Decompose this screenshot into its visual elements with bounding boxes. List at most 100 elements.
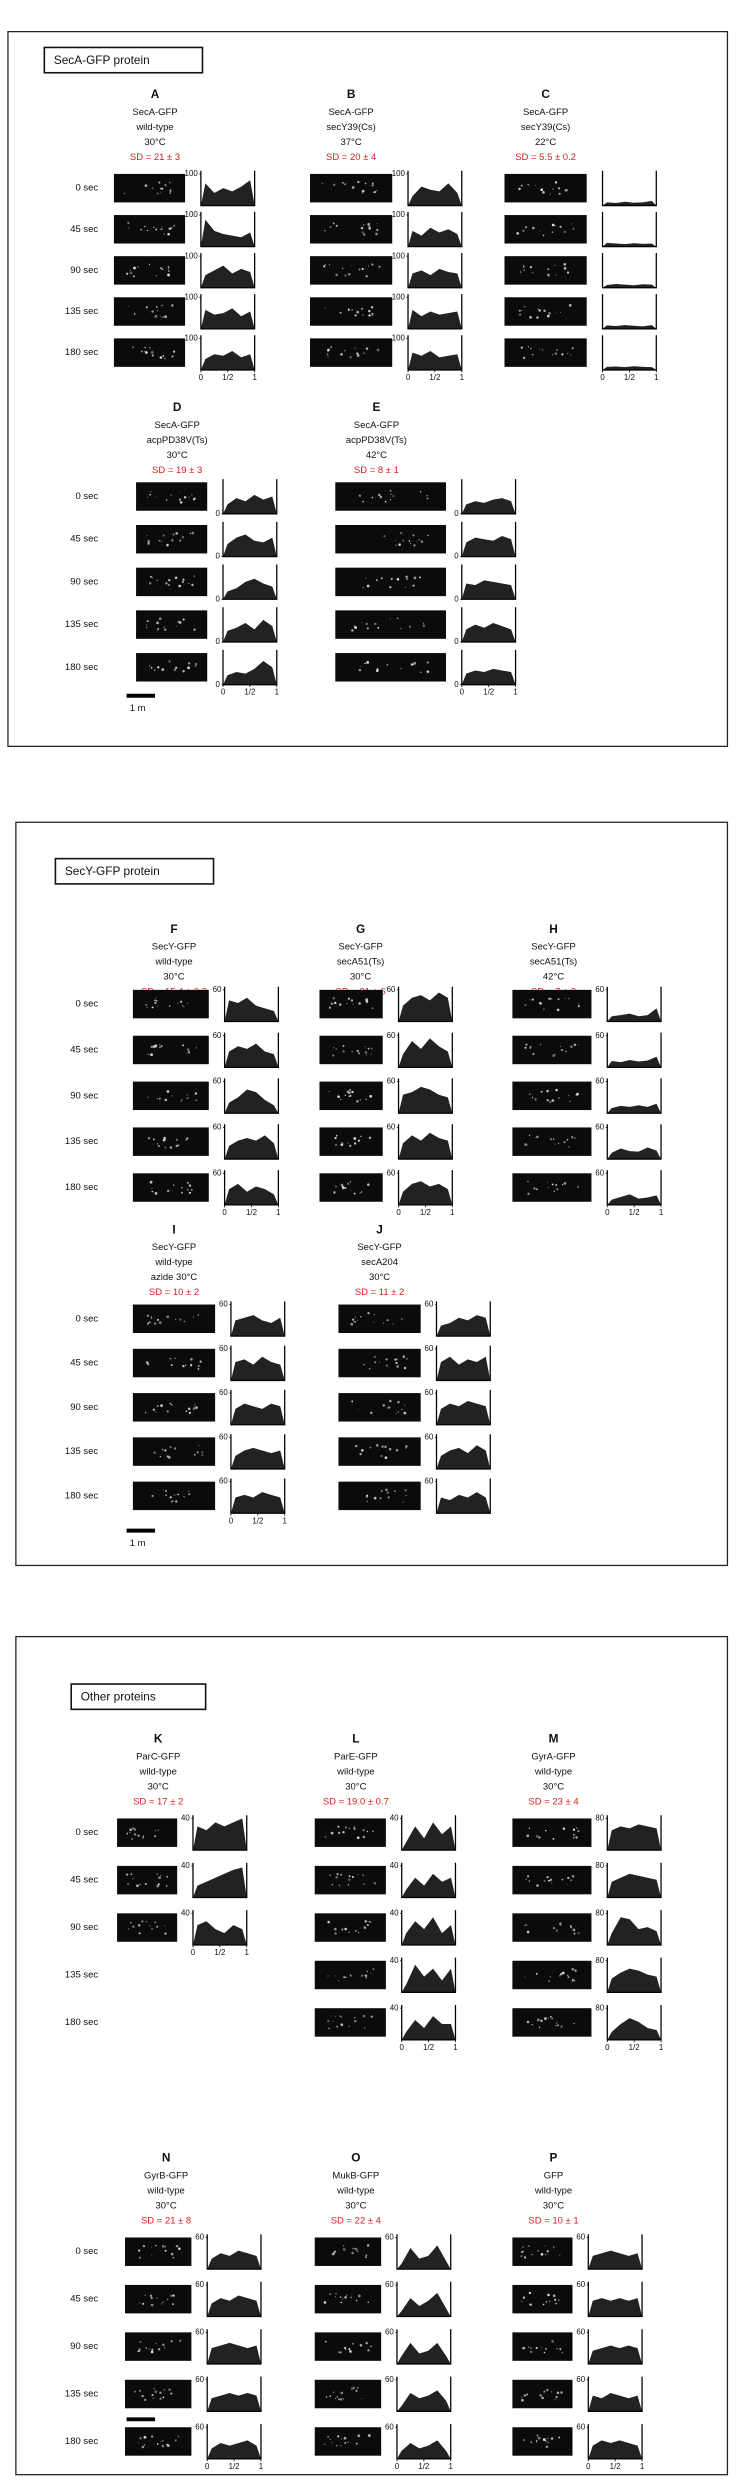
panel-sd: SD = 21 ± 8 [141, 2215, 191, 2226]
speckle [400, 628, 402, 630]
speckle [145, 1920, 148, 1923]
speckle [165, 185, 167, 187]
panel-sd: SD = 5.5 ± 0.2 [515, 152, 576, 163]
speckle [340, 2016, 342, 2018]
panel-label: ParC-GFP [136, 1751, 180, 1762]
speckle [356, 352, 359, 355]
speckle [552, 1138, 555, 1140]
micrograph [309, 338, 393, 367]
speckle [573, 1043, 577, 1047]
x-tick-label: 1 [276, 1208, 280, 1217]
speckle [164, 315, 167, 319]
panel-label: wild-type [154, 1257, 192, 1268]
speckle [355, 2248, 358, 2251]
speckle [352, 1003, 354, 1005]
speckle [142, 2244, 146, 2248]
speckle [365, 1977, 368, 1979]
speckle [176, 1494, 178, 1496]
speckle [412, 534, 415, 537]
speckle [361, 192, 363, 194]
speckle [333, 1927, 337, 1931]
section-title-box [70, 1683, 207, 1711]
speckle [427, 534, 429, 537]
panel-label: 30°C [369, 1272, 390, 1283]
y-tick-label: 100 [392, 251, 406, 260]
y-tick-label: 60 [219, 1300, 228, 1309]
y-tick-label: 60 [387, 1123, 396, 1132]
speckle [548, 1980, 550, 1982]
speckle [545, 2437, 548, 2439]
histogram-frame [435, 1478, 491, 1514]
micrograph [113, 297, 186, 326]
speckle [555, 1088, 558, 1092]
micrograph [512, 2008, 592, 2037]
speckle [548, 1100, 552, 1104]
histogram [461, 580, 516, 600]
speckle [161, 2301, 164, 2303]
y-tick-label: 60 [219, 1432, 228, 1441]
histogram-frame [401, 1862, 457, 1899]
speckle [556, 348, 559, 351]
speckle [547, 268, 550, 271]
speckle [406, 578, 408, 580]
micrograph [314, 1913, 386, 1942]
speckle [373, 191, 375, 194]
speckle [554, 1053, 556, 1056]
speckle [339, 311, 342, 314]
panel-sd: SD = 23 ± 4 [528, 1796, 578, 1807]
speckle [151, 1928, 153, 1930]
speckle [132, 346, 134, 349]
speckle [197, 1367, 200, 1370]
speckle [191, 531, 195, 535]
speckle [363, 352, 365, 354]
speckle [572, 1828, 576, 1831]
speckle [340, 2438, 343, 2440]
speckle [336, 2025, 339, 2028]
time-label: 180 sec [65, 1490, 98, 1501]
speckle [350, 2296, 353, 2299]
speckle [394, 539, 396, 541]
speckle [557, 2024, 560, 2027]
speckle [157, 1883, 160, 1886]
micrograph [136, 482, 208, 511]
speckle [154, 2390, 158, 2394]
speckle [329, 2438, 331, 2440]
speckle [362, 500, 364, 503]
panel-sd: SD = 10 ± 1 [528, 2215, 578, 2226]
speckle [170, 1364, 173, 1366]
speckle [380, 1454, 383, 1458]
speckle [529, 1045, 532, 1048]
speckle [383, 535, 386, 538]
speckle [195, 1406, 198, 1409]
speckle [159, 2391, 162, 2395]
speckle [560, 311, 562, 313]
speckle [526, 1930, 530, 1934]
speckle [190, 1364, 193, 1367]
panel-letter: F [170, 922, 177, 936]
speckle [346, 1003, 348, 1005]
time-label: 90 sec [70, 1090, 98, 1101]
time-label: 180 sec [65, 662, 98, 673]
speckle [363, 224, 365, 226]
panel-letter: N [162, 2151, 171, 2165]
speckle [348, 1095, 351, 1098]
speckle [174, 2439, 177, 2442]
speckle [354, 1316, 356, 1318]
speckle [338, 1831, 341, 1835]
speckle [394, 1490, 396, 1492]
speckle [350, 1189, 352, 1191]
y-tick-label: 100 [185, 210, 199, 219]
speckle [138, 2256, 141, 2259]
speckle [336, 2396, 339, 2398]
speckle [136, 1884, 139, 1888]
speckle [523, 2439, 525, 2441]
time-label: 135 sec [65, 1446, 98, 1457]
speckle [147, 542, 150, 545]
speckle [357, 2434, 361, 2438]
speckle [344, 1927, 348, 1931]
speckle [362, 314, 364, 316]
micrograph [338, 1304, 421, 1334]
histogram-frame [396, 2329, 452, 2365]
speckle [353, 625, 355, 627]
section-title-box [54, 857, 215, 885]
